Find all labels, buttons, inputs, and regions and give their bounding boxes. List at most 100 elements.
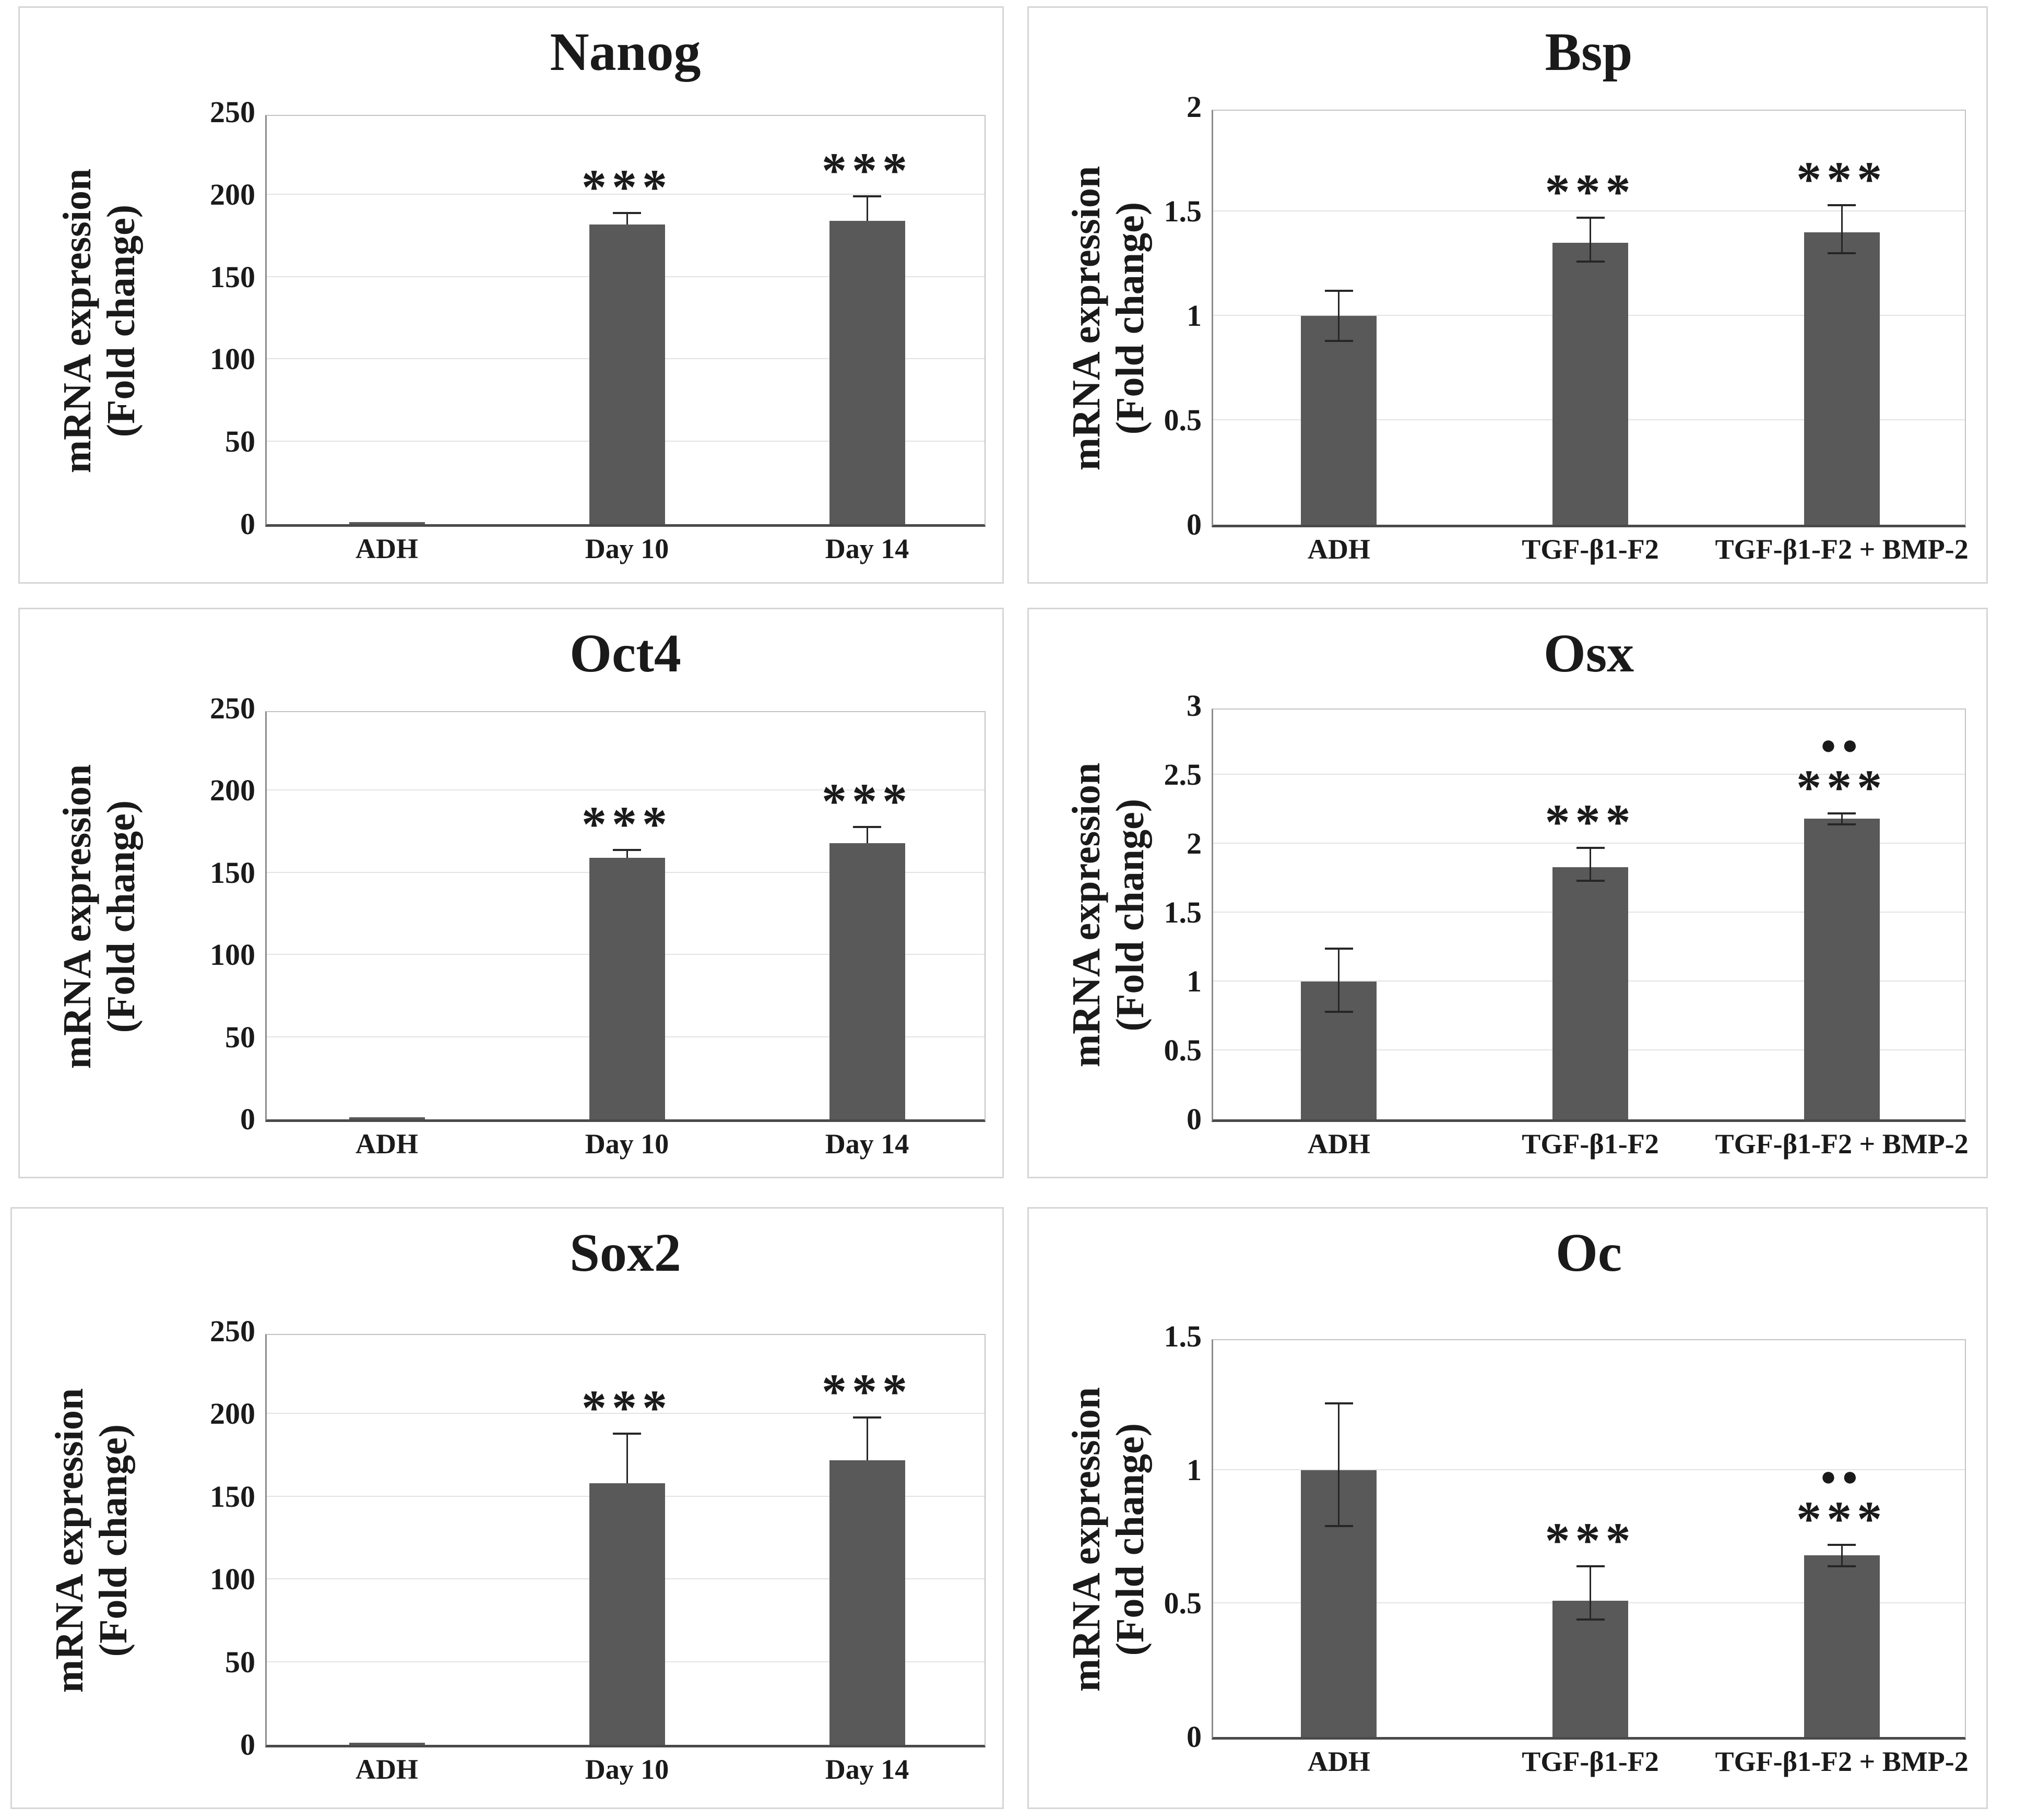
error-bar-cap-top: [1324, 1402, 1353, 1404]
error-bar-cap-bottom: [1576, 1618, 1605, 1621]
error-bar-cap-top: [1576, 217, 1605, 219]
significance-stars: ***: [1796, 759, 1888, 816]
gridline: [1213, 843, 1965, 844]
error-bar-cap-bottom: [1576, 261, 1605, 263]
data-bar-adh: [349, 522, 425, 524]
data-bar-day-14: [829, 221, 905, 524]
error-bar: [866, 826, 868, 844]
significance-stars: ***: [582, 1380, 672, 1436]
gridline: [1213, 1469, 1965, 1470]
x-category-label: TGF-β1-F2: [1522, 1746, 1659, 1777]
y-tick-label: 0: [240, 1102, 255, 1136]
x-category-label: ADH: [1307, 1746, 1370, 1777]
data-bar-day-10: [589, 858, 665, 1119]
error-bar-cap-bottom: [1324, 1525, 1353, 1528]
x-category-label: TGF-β1-F2: [1522, 1128, 1659, 1160]
y-axis-label: mRNA expression (Fold change): [1054, 1339, 1164, 1740]
y-axis-label-line1: mRNA expression: [55, 168, 100, 474]
gridline: [267, 789, 985, 791]
significance-stars: ***: [1796, 151, 1888, 207]
significance-stars: ***: [582, 796, 672, 852]
data-bar-adh: [349, 1117, 425, 1119]
gridline: [267, 193, 985, 195]
significance-stars: ***: [582, 159, 672, 215]
error-bar-cap-top: [613, 211, 641, 214]
y-tick-label: 2: [1187, 826, 1202, 860]
significance-dots: ●●: [1820, 1461, 1864, 1492]
y-tick-label: 100: [210, 938, 255, 972]
data-bar-adh: [349, 1743, 425, 1745]
error-bar: [1841, 1544, 1843, 1566]
y-tick-label: 50: [225, 1020, 255, 1054]
x-category-label: ADH: [1307, 534, 1370, 565]
error-bar-cap-bottom: [1828, 252, 1856, 254]
data-bar-day-14: [829, 1460, 905, 1745]
y-tick-label: 250: [210, 1314, 255, 1348]
y-axis-label: mRNA expression (Fold change): [1054, 110, 1164, 527]
y-axis-label-line2: (Fold change): [1108, 202, 1152, 435]
chart-title: Bsp: [1545, 22, 1633, 82]
error-bar: [1841, 813, 1843, 825]
x-category-label: Day 14: [825, 1754, 909, 1785]
y-tick-label: 2.5: [1164, 758, 1202, 791]
plot-area: 0 0.5 1 1.5 2 ADH TGF-β1-F2 *** TGF-β1-F2 + BMP-…: [1164, 92, 1969, 565]
y-tick-label: 0: [240, 1728, 255, 1762]
y-tick-label: 150: [210, 259, 255, 294]
y-tick-label: 1.5: [1164, 895, 1202, 929]
error-bar-cap-top: [853, 1416, 881, 1419]
y-tick-label: 250: [210, 691, 255, 725]
significance-stars: ***: [1545, 1512, 1636, 1568]
data-bar-tgf-1-f2: [1552, 1601, 1628, 1737]
x-category-label: TGF-β1-F2 + BMP-2: [1715, 1128, 1969, 1160]
error-bar: [866, 196, 868, 221]
significance-stars: ***: [1796, 1491, 1888, 1547]
error-bar-cap-top: [613, 1433, 641, 1435]
error-bar-cap-bottom: [1576, 880, 1605, 882]
y-tick-label: 100: [210, 342, 255, 376]
y-tick-label: 0.5: [1164, 1586, 1202, 1621]
significance-stars: ***: [1545, 794, 1636, 850]
significance-dots: ●●: [1820, 730, 1864, 760]
y-tick-label: 0: [240, 507, 255, 541]
x-category-label: Day 14: [825, 533, 909, 564]
y-axis-label: mRNA expression (Fold change): [37, 1334, 147, 1747]
error-bar: [1338, 1403, 1340, 1527]
gridline: [1213, 774, 1965, 775]
x-category-label: TGF-β1-F2 + BMP-2: [1715, 1746, 1969, 1777]
error-bar-cap-bottom: [1828, 1565, 1856, 1567]
significance-stars: ***: [822, 1363, 912, 1420]
y-axis-label-line1: mRNA expression: [1064, 763, 1109, 1068]
y-tick-label: 200: [210, 1397, 255, 1431]
chart-panel-osx: Osx mRNA expression (Fold change) 0 0.5 1 1…: [1027, 608, 1988, 1178]
y-tick-label: 0.5: [1164, 403, 1202, 437]
y-tick-label: 100: [210, 1562, 255, 1597]
error-bar-cap-top: [1828, 1543, 1856, 1546]
error-bar: [1338, 948, 1340, 1012]
error-bar: [626, 1434, 628, 1484]
data-bar-tgf-1-f2-bmp-2: [1804, 1555, 1880, 1737]
error-bar-cap-top: [1324, 947, 1353, 950]
chart-panel-oc: Oc mRNA expression (Fold change) 0 0.5 1 1.…: [1027, 1207, 1988, 1809]
plot-area: 0 50 100 150 200 250 ADH Day 10 *** Day 14 ***: [210, 693, 986, 1160]
significance-stars: ***: [822, 142, 912, 198]
y-tick-label: 2: [1187, 90, 1202, 124]
plot-area: 0 50 100 150 200 250 ADH Day 10 *** Day 14 ***: [210, 1316, 986, 1785]
y-tick-label: 1: [1187, 299, 1202, 333]
chart-title: Sox2: [570, 1223, 681, 1283]
error-bar-cap-top: [1828, 812, 1856, 814]
x-category-label: Day 10: [585, 1128, 669, 1160]
y-tick-label: 0: [1187, 507, 1202, 541]
gridline: [1213, 210, 1965, 211]
data-bar-tgf-1-f2-bmp-2: [1804, 819, 1880, 1119]
error-bar: [626, 849, 628, 858]
error-bar: [626, 212, 628, 224]
significance-stars: ***: [822, 773, 912, 829]
y-tick-label: 0: [1187, 1720, 1202, 1754]
error-bar: [1590, 1566, 1591, 1620]
plot-area: 0 0.5 1 1.5 ADH TGF-β1-F2 *** TGF-β1-F2 + BMP-2…: [1164, 1321, 1969, 1777]
error-bar: [1590, 218, 1591, 262]
y-axis-label-line1: mRNA expression: [1064, 1387, 1109, 1692]
error-bar: [1841, 205, 1843, 253]
plot-area: 0 50 100 150 200 250 ADH Day 10 *** Day 14 ***: [210, 97, 986, 564]
